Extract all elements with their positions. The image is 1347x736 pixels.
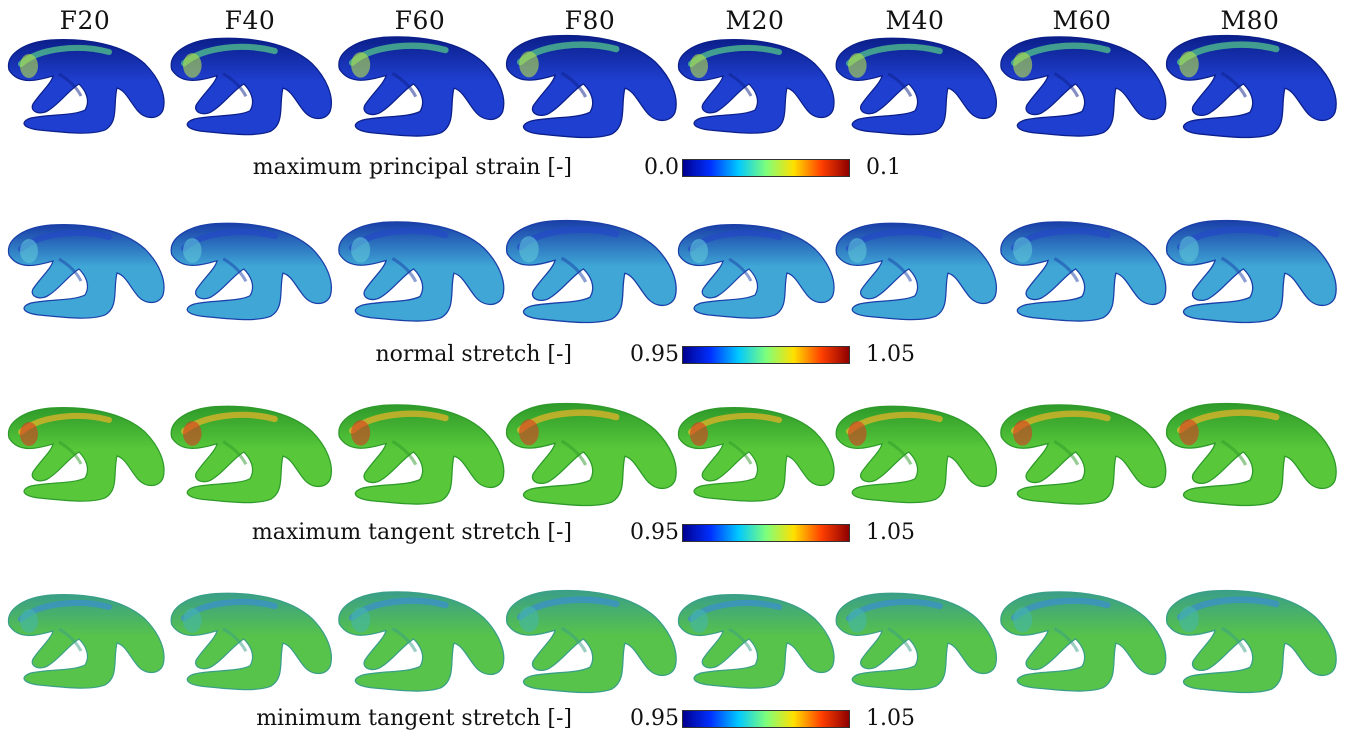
ventricle-m40-row3 (829, 398, 1001, 508)
column-label-f60: F60 (394, 6, 446, 35)
ventricle-f60-row1 (334, 30, 506, 140)
ventricle-f20-row3 (0, 398, 171, 508)
ventricle-f20-row4 (0, 585, 171, 695)
ventricle-f80-row1 (504, 30, 677, 140)
colorbar-min-label: 0.95 (630, 706, 679, 731)
column-label-f40: F40 (224, 6, 276, 35)
colorbar-min-label: 0.95 (630, 342, 679, 367)
ventricle-f40-row1 (164, 30, 336, 140)
colorbar (682, 346, 850, 364)
ventricle-m80-row3 (1164, 398, 1337, 508)
ventricle-m80-row1 (1164, 30, 1337, 140)
ventricle-m40-row1 (829, 30, 1001, 140)
ventricle-f80-row4 (504, 585, 677, 695)
colorbar-min-label: 0.95 (630, 520, 679, 545)
ventricle-f80-row2 (504, 215, 677, 325)
ventricle-f80-row3 (504, 398, 677, 508)
column-label-f80: F80 (564, 6, 616, 35)
colorbar-max-label: 1.05 (866, 520, 915, 545)
colorbar (682, 159, 850, 177)
ventricle-m80-row2 (1164, 215, 1337, 325)
ventricle-f60-row2 (334, 215, 506, 325)
colorbar-legend-row4: minimum tangent stretch [-] 0.95 1.05 (0, 706, 1347, 736)
ventricle-f40-row4 (164, 585, 336, 695)
ventricle-m20-row4 (669, 585, 841, 695)
ventricle-m40-row2 (829, 215, 1001, 325)
ventricle-m60-row3 (996, 398, 1168, 508)
column-label-m40: M40 (885, 6, 945, 35)
colorbar-max-label: 1.05 (866, 342, 915, 367)
ventricle-f60-row4 (334, 585, 506, 695)
colorbar (682, 524, 850, 542)
ventricle-m20-row1 (669, 30, 841, 140)
column-label-m20: M20 (725, 6, 785, 35)
legend-title: minimum tangent stretch [-] (256, 706, 572, 731)
ventricle-f40-row3 (164, 398, 336, 508)
ventricle-m40-row4 (829, 585, 1001, 695)
ventricle-m20-row2 (669, 215, 841, 325)
legend-title: normal stretch [-] (375, 342, 572, 367)
ventricle-m60-row2 (996, 215, 1168, 325)
colorbar-legend-row3: maximum tangent stretch [-] 0.95 1.05 (0, 520, 1347, 550)
colorbar-max-label: 0.1 (866, 155, 901, 180)
colorbar-min-label: 0.0 (644, 155, 679, 180)
ventricle-m60-row4 (996, 585, 1168, 695)
colorbar (682, 710, 850, 728)
ventricle-f20-row2 (0, 215, 171, 325)
legend-title: maximum tangent stretch [-] (251, 520, 572, 545)
ventricle-m80-row4 (1164, 585, 1337, 695)
ventricle-f20-row1 (0, 30, 171, 140)
column-label-m80: M80 (1220, 6, 1280, 35)
ventricle-m20-row3 (669, 398, 841, 508)
ventricle-f60-row3 (334, 398, 506, 508)
column-label-f20: F20 (59, 6, 111, 35)
colorbar-max-label: 1.05 (866, 706, 915, 731)
colorbar-legend-row1: maximum principal strain [-] 0.0 0.1 (0, 155, 1347, 185)
legend-title: maximum principal strain [-] (252, 155, 572, 180)
ventricle-m60-row1 (996, 30, 1168, 140)
ventricle-f40-row2 (164, 215, 336, 325)
colorbar-legend-row2: normal stretch [-] 0.95 1.05 (0, 342, 1347, 372)
column-label-m60: M60 (1052, 6, 1112, 35)
